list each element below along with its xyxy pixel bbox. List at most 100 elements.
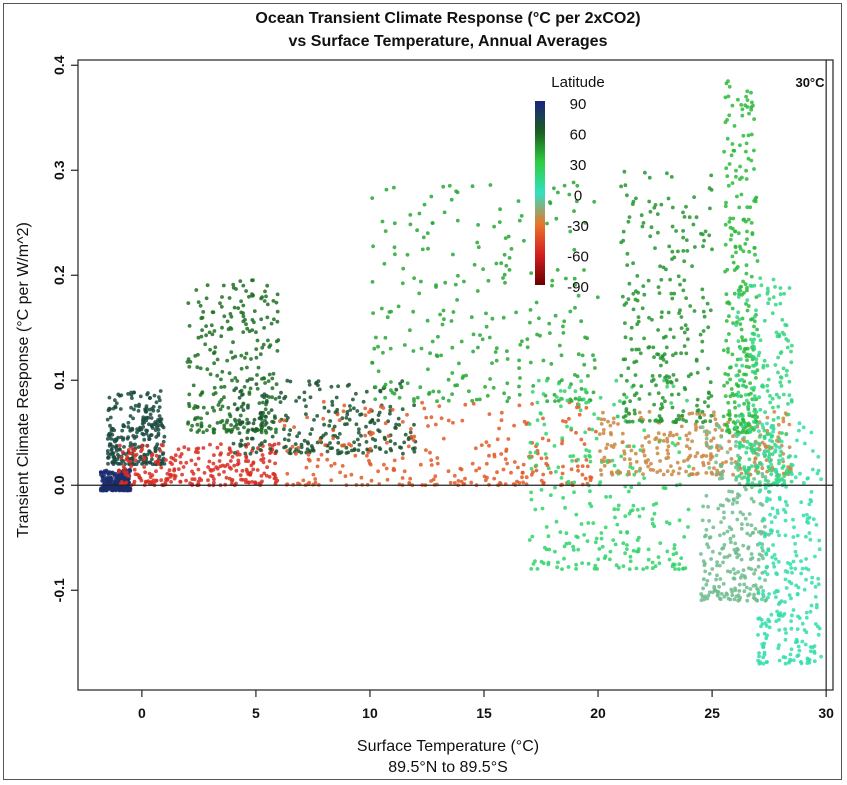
data-point xyxy=(239,366,244,371)
data-point xyxy=(719,592,724,596)
data-point xyxy=(789,596,793,601)
data-point xyxy=(756,453,761,457)
data-point xyxy=(571,454,576,458)
data-point xyxy=(766,548,771,553)
data-point xyxy=(795,592,800,596)
data-point xyxy=(694,215,699,220)
data-point xyxy=(580,464,585,468)
data-point xyxy=(258,411,263,416)
data-point xyxy=(687,464,691,469)
data-point xyxy=(604,495,608,499)
data-point xyxy=(105,480,109,484)
data-point xyxy=(344,445,349,450)
data-point xyxy=(560,471,565,476)
data-point xyxy=(261,460,266,465)
data-point xyxy=(469,315,474,320)
data-point xyxy=(635,507,640,512)
data-point xyxy=(412,276,416,280)
data-point xyxy=(760,622,765,626)
data-point xyxy=(388,404,393,409)
data-point xyxy=(205,283,210,288)
data-point xyxy=(592,358,597,362)
data-point xyxy=(196,467,201,472)
data-point xyxy=(180,472,185,477)
data-point xyxy=(789,479,794,484)
data-point xyxy=(784,471,789,476)
data-point xyxy=(220,404,225,409)
data-point xyxy=(780,457,785,462)
data-point xyxy=(265,283,270,288)
data-point xyxy=(440,322,445,327)
data-point xyxy=(270,434,275,439)
data-point xyxy=(363,406,368,411)
data-point xyxy=(536,378,541,383)
data-point xyxy=(761,592,765,596)
data-point xyxy=(359,475,364,480)
data-point xyxy=(770,506,775,511)
data-point xyxy=(733,245,738,250)
data-point xyxy=(564,531,569,536)
data-point xyxy=(738,143,742,148)
data-point xyxy=(709,188,714,192)
data-point xyxy=(529,497,534,502)
data-point xyxy=(672,543,677,547)
data-point xyxy=(736,390,741,395)
data-point xyxy=(762,517,767,522)
data-point xyxy=(670,296,675,301)
data-point xyxy=(182,445,187,450)
data-point xyxy=(753,371,758,376)
data-point xyxy=(304,412,308,416)
data-point xyxy=(715,471,719,476)
data-point xyxy=(265,302,270,307)
data-point xyxy=(608,423,613,428)
data-point xyxy=(679,556,684,560)
data-point xyxy=(700,518,705,523)
data-point xyxy=(714,453,719,458)
data-point xyxy=(244,351,249,356)
data-point xyxy=(727,220,732,224)
data-point xyxy=(677,562,682,566)
data-point xyxy=(546,466,551,471)
data-point xyxy=(490,316,495,321)
data-point xyxy=(718,444,722,449)
data-point xyxy=(219,304,224,309)
data-point xyxy=(332,424,337,429)
data-point xyxy=(261,400,265,405)
data-point xyxy=(660,396,665,400)
data-point xyxy=(493,350,498,354)
data-point xyxy=(625,251,630,256)
data-point xyxy=(370,437,375,441)
data-point xyxy=(463,476,467,481)
data-point xyxy=(734,168,738,173)
data-point xyxy=(681,409,686,413)
data-point xyxy=(778,453,782,458)
data-point xyxy=(259,317,264,322)
data-point xyxy=(212,329,217,333)
data-point xyxy=(560,567,564,571)
data-point xyxy=(552,186,556,191)
data-point xyxy=(801,481,806,485)
data-point xyxy=(671,335,676,340)
data-point xyxy=(698,415,702,420)
data-point xyxy=(718,577,723,581)
data-point xyxy=(616,422,620,426)
data-point xyxy=(215,357,220,362)
data-point xyxy=(402,440,407,445)
data-point xyxy=(147,437,152,442)
data-point xyxy=(196,479,201,484)
data-point xyxy=(428,351,432,356)
data-point xyxy=(499,418,504,423)
data-point xyxy=(584,405,589,410)
data-point xyxy=(664,360,669,364)
data-point xyxy=(682,535,687,539)
data-point xyxy=(763,524,767,529)
data-point xyxy=(810,467,815,472)
data-point xyxy=(502,252,507,257)
data-point xyxy=(365,453,369,458)
data-point xyxy=(573,396,578,401)
data-point xyxy=(365,447,370,452)
data-point xyxy=(744,141,749,146)
data-point xyxy=(382,384,387,389)
data-point xyxy=(738,244,742,249)
